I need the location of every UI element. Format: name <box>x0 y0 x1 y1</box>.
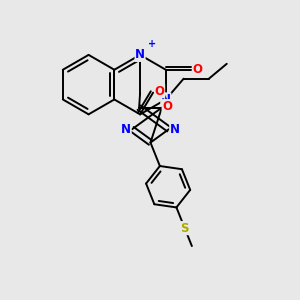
Text: N: N <box>135 48 145 62</box>
Text: O: O <box>154 85 165 98</box>
Text: +: + <box>148 40 156 50</box>
Text: S: S <box>180 222 189 235</box>
Text: N: N <box>161 93 171 106</box>
Text: O: O <box>162 100 172 112</box>
Text: N: N <box>170 123 180 136</box>
Text: N: N <box>121 123 131 136</box>
Text: O: O <box>193 63 202 76</box>
